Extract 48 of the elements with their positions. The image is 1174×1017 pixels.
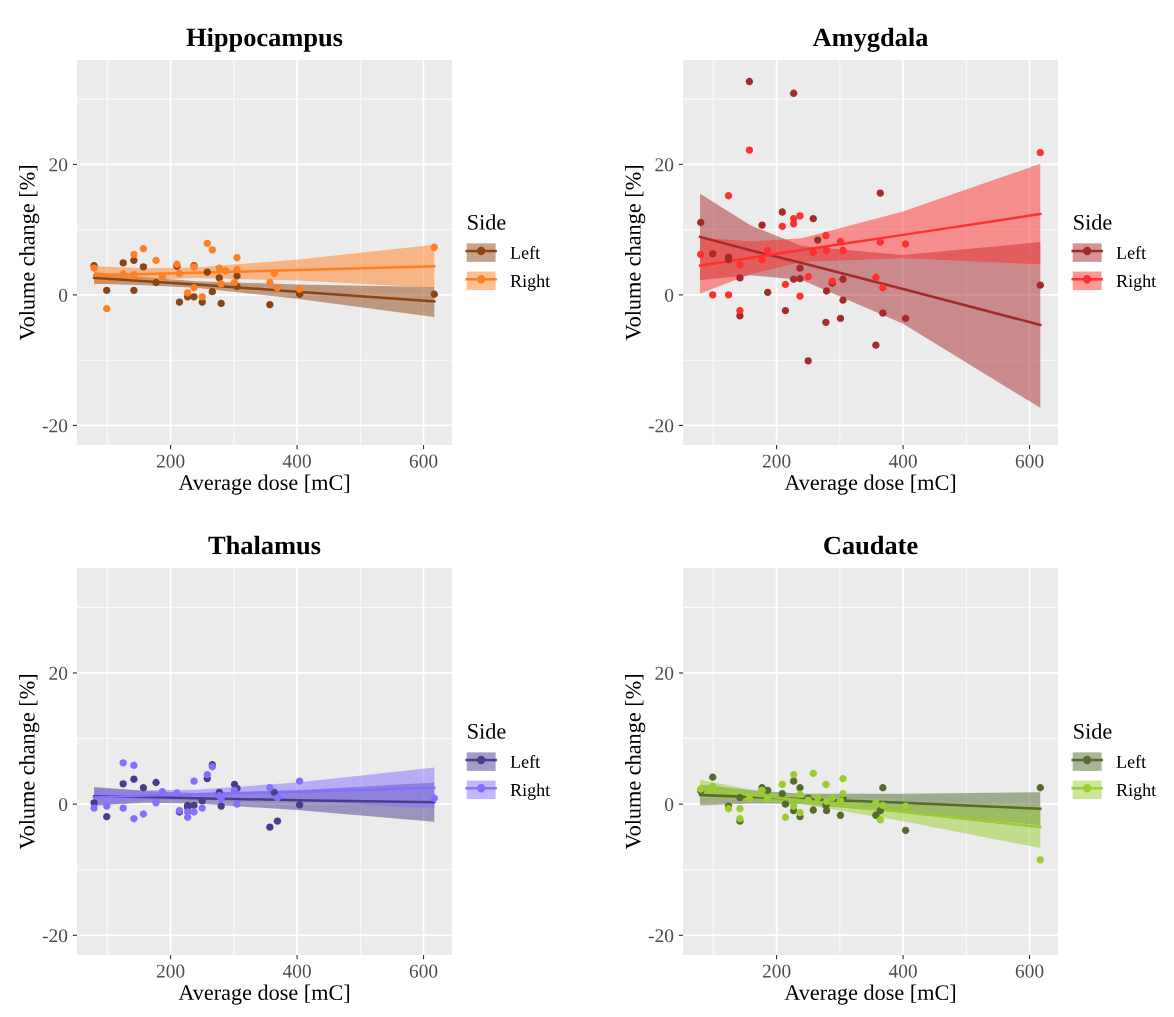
- y-tick-label: -20: [648, 419, 674, 433]
- x-tick-label: 400: [888, 964, 917, 978]
- y-tick-label: 0: [58, 797, 68, 812]
- x-tick-label: 400: [888, 454, 917, 468]
- y-tick-label: 0: [664, 797, 674, 812]
- x-tick-label: 600: [409, 964, 438, 978]
- y-axis-title: Volume change [%]: [19, 675, 40, 850]
- y-axis-title: Volume change [%]: [625, 166, 646, 341]
- legend-label: Right: [1116, 783, 1157, 800]
- legend-title: Side: [1074, 723, 1112, 739]
- y-tick-label: 20: [49, 158, 68, 172]
- x-axis-title: Average dose [mC]: [784, 474, 956, 495]
- y-tick-label: 20: [49, 666, 68, 680]
- x-axis-title: Average dose [mC]: [784, 984, 956, 1005]
- y-tick-label: 20: [655, 158, 674, 172]
- x-axis-title: Average dose [mC]: [178, 474, 350, 495]
- x-tick-label: 400: [282, 964, 311, 978]
- legend-title: Side: [468, 723, 506, 739]
- x-axis-title: Average dose [mC]: [178, 984, 350, 1005]
- chart-title: Thalamus: [208, 535, 321, 555]
- legend-title: Side: [468, 214, 506, 230]
- legend-label: Left: [1116, 754, 1147, 768]
- x-tick-label: 200: [762, 454, 791, 468]
- y-tick-label: -20: [42, 419, 68, 433]
- x-tick-label: 600: [1015, 964, 1044, 978]
- chart-title: Amygdala: [812, 27, 929, 52]
- legend-label: Left: [1116, 245, 1147, 259]
- x-tick-label: 200: [762, 964, 791, 978]
- x-tick-label: 600: [409, 454, 438, 468]
- legend-label: Left: [510, 245, 541, 259]
- x-tick-label: 600: [1015, 454, 1044, 468]
- chart-title: Caudate: [824, 535, 918, 555]
- y-tick-label: 20: [655, 666, 674, 680]
- x-tick-label: 400: [282, 454, 311, 468]
- x-tick-label: 200: [156, 964, 185, 978]
- x-tick-label: 200: [156, 454, 185, 468]
- chart-title: Hippocampus: [186, 27, 343, 52]
- legend-title: Side: [1074, 214, 1112, 230]
- y-tick-label: 0: [664, 288, 674, 302]
- y-tick-label: 0: [58, 288, 68, 302]
- legend-label: Right: [510, 274, 551, 291]
- y-tick-label: -20: [42, 929, 68, 943]
- y-axis-title: Volume change [%]: [19, 166, 40, 341]
- legend-label: Left: [510, 754, 541, 768]
- legend-label: Right: [510, 783, 551, 800]
- legend-label: Right: [1116, 274, 1157, 291]
- y-axis-title: Volume change [%]: [625, 675, 646, 850]
- y-tick-label: -20: [648, 929, 674, 943]
